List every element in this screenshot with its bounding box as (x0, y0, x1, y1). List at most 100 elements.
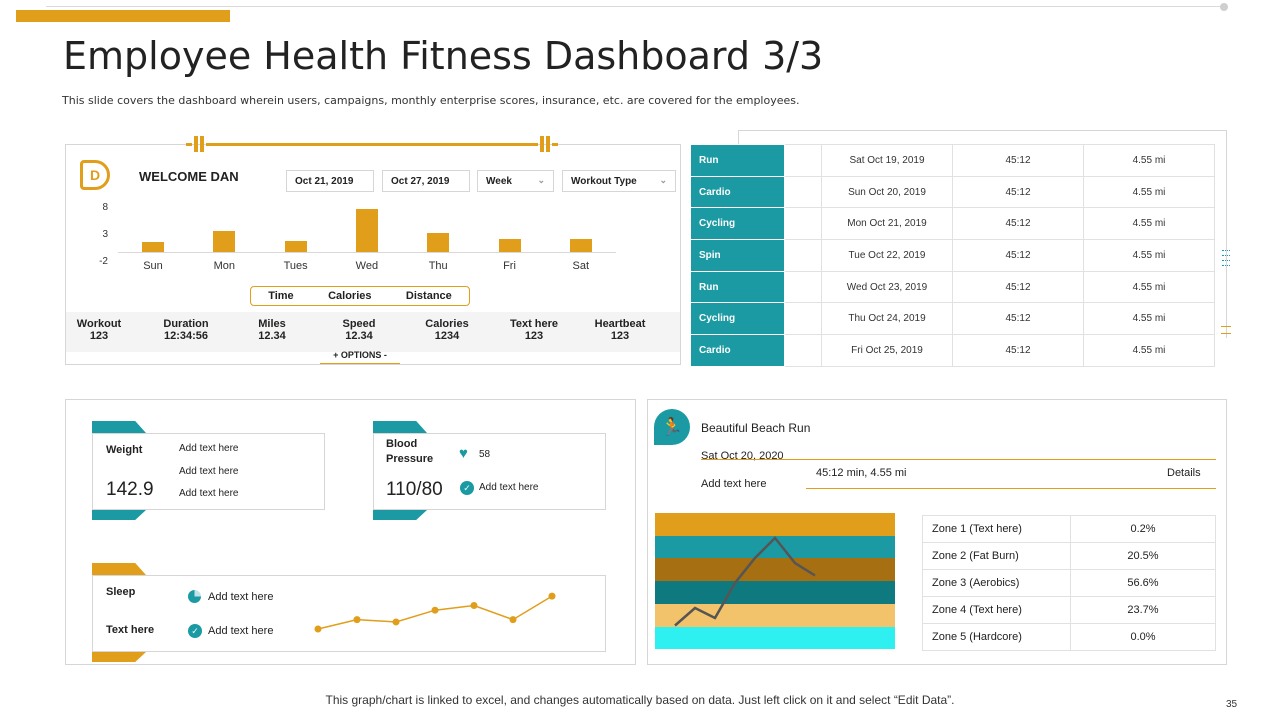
page-title: Employee Health Fitness Dashboard 3/3 (63, 34, 824, 78)
workout-type-value: Workout Type (571, 176, 637, 187)
distance-cell: 4.55 mi (1083, 334, 1215, 367)
metric-toggle[interactable]: Time Calories Distance (250, 286, 470, 306)
activity-cell: Run (690, 144, 785, 177)
card-tab-top (92, 563, 146, 575)
zone-band (655, 604, 895, 627)
run-divider (701, 459, 1216, 460)
period-value: Week (486, 176, 512, 187)
duration-cell: 45:12 (952, 334, 1084, 367)
date-cell: Sat Oct 19, 2019 (821, 144, 953, 177)
date-cell: Thu Oct 24, 2019 (821, 302, 953, 336)
chevron-down-icon: ⌄ (537, 175, 545, 185)
bar-tues (284, 241, 307, 252)
end-date-field[interactable]: Oct 27, 2019 (382, 170, 470, 192)
distance-cell: 4.55 mi (1083, 239, 1215, 272)
zone-band (655, 513, 895, 536)
tab-distance[interactable]: Distance (405, 290, 452, 302)
table-row: Zone 2 (Fat Burn) 20.5% (922, 542, 1216, 570)
stat-speed: Speed 12.34 (319, 318, 399, 342)
x-tick-label: Sat (572, 260, 590, 272)
page-subtitle: This slide covers the dashboard wherein … (62, 94, 800, 107)
zone-value-cell: 0.0% (1070, 623, 1216, 651)
stat-text-here: Text here 123 (494, 318, 574, 342)
bar-thu (427, 233, 450, 252)
zone-table: Zone 1 (Text here) 0.2% Zone 2 (Fat Burn) 2… (922, 515, 1216, 651)
sleep-card (92, 575, 606, 652)
run-title: Beautiful Beach Run (701, 421, 811, 435)
stat-calories: Calories 1234 (407, 318, 487, 342)
stats-strip: Workout 123 Duration 12:34:56 Miles 12.34 S… (66, 312, 680, 352)
sleep-line-chart (314, 592, 556, 633)
start-date-field[interactable]: Oct 21, 2019 (286, 170, 374, 192)
bar-sun (142, 242, 164, 252)
blank-cell (784, 239, 822, 272)
blank-cell (784, 270, 822, 304)
bar-wed (355, 208, 378, 252)
table-row: Cardio Sun Oct 20, 2019 45:12 4.55 mi (690, 175, 1215, 209)
duration-cell: 45:12 (952, 302, 1084, 336)
zone-value-cell: 0.2% (1070, 515, 1216, 543)
weight-note: Add text here (179, 488, 239, 499)
end-date-value: Oct 27, 2019 (391, 176, 450, 187)
accent-bar (16, 10, 230, 22)
runner-icon: 🏃 (654, 409, 690, 445)
table-row: Cycling Thu Oct 24, 2019 45:12 4.55 mi (690, 302, 1215, 336)
run-date: Sat Oct 20, 2020 (701, 450, 784, 462)
zone-name-cell: Zone 3 (Aerobics) (922, 569, 1071, 597)
details-link[interactable]: Details (1167, 467, 1201, 479)
x-tick-label: Tues (283, 260, 308, 272)
blank-cell (784, 144, 822, 177)
page-number: 35 (1226, 699, 1238, 710)
table-row: Zone 5 (Hardcore) 0.0% (922, 623, 1216, 651)
blood-pressure-value: 110/80 (386, 479, 443, 500)
duration-cell: 45:12 (952, 239, 1084, 272)
zone-value-cell: 20.5% (1070, 542, 1216, 570)
x-tick-label: Mon (213, 260, 235, 272)
stat-workout: Workout 123 (59, 318, 139, 342)
start-date-value: Oct 21, 2019 (295, 176, 354, 187)
stat-duration: Duration 12:34:56 (146, 318, 226, 342)
activity-cell: Cycling (690, 302, 785, 336)
date-cell: Wed Oct 23, 2019 (821, 270, 953, 304)
sleep-point (353, 616, 361, 624)
tab-calories[interactable]: Calories (328, 290, 372, 302)
table-row: Zone 1 (Text here) 0.2% (922, 515, 1216, 543)
period-select[interactable]: Week ⌄ (477, 170, 554, 192)
x-tick-label: Thu (428, 260, 448, 272)
weight-note: Add text here (179, 443, 239, 454)
stat-label: Miles (258, 318, 286, 330)
blank-cell (784, 334, 822, 367)
table-row: Cycling Mon Oct 21, 2019 45:12 4.55 mi (690, 207, 1215, 241)
heart-rate-value: 58 (479, 449, 491, 460)
scale-marker (1221, 326, 1231, 334)
duration-cell: 45:12 (952, 270, 1084, 304)
zone-band (655, 581, 895, 604)
text-here-note: Add text here (208, 625, 274, 637)
sleep-point (314, 625, 322, 633)
bar-fri (498, 239, 521, 252)
stat-miles: Miles 12.34 (232, 318, 312, 342)
distance-cell: 4.55 mi (1083, 270, 1215, 304)
heart-rate-line (674, 536, 816, 627)
card-tab-bottom (92, 652, 146, 662)
distance-cell: 4.55 mi (1083, 207, 1215, 241)
stat-value: 123 (524, 330, 544, 342)
table-row: Spin Tue Oct 22, 2019 45:12 4.55 mi (690, 239, 1215, 272)
stat-label: Speed (342, 318, 376, 330)
tab-time[interactable]: Time (268, 290, 294, 302)
pie-icon (188, 590, 201, 603)
workout-type-select[interactable]: Workout Type ⌄ (562, 170, 676, 192)
y-tick-label: -2 (99, 256, 108, 267)
zone-band (655, 627, 895, 649)
duration-cell: 45:12 (952, 207, 1084, 241)
duration-cell: 45:12 (952, 144, 1084, 177)
chart-baseline (118, 252, 616, 253)
date-cell: Fri Oct 25, 2019 (821, 334, 953, 367)
zone-chart (655, 513, 895, 649)
blank-cell (784, 207, 822, 241)
options-button[interactable]: + OPTIONS - (320, 350, 400, 364)
header-rule-dot (1220, 3, 1228, 11)
table-row: Run Sat Oct 19, 2019 45:12 4.55 mi (690, 144, 1215, 177)
stat-label: Calories (425, 318, 469, 330)
x-tick-label: Sun (143, 260, 163, 272)
